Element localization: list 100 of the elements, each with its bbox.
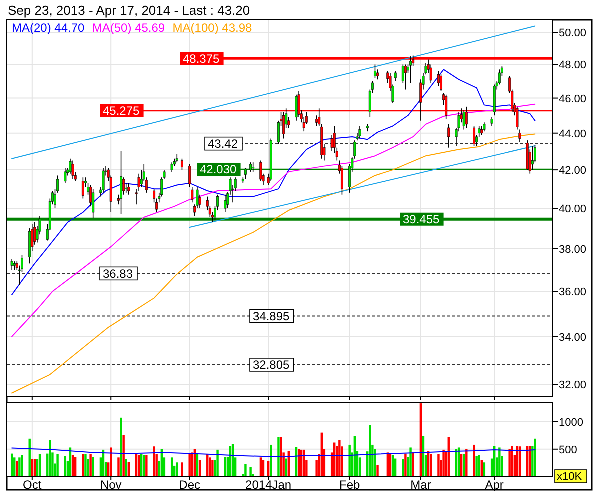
bar [120, 418, 122, 477]
bar [285, 458, 288, 477]
bar [244, 464, 247, 477]
x-tick-label: Apr [485, 478, 504, 492]
line-series [12, 448, 536, 458]
candlestick [260, 160, 262, 182]
x-tick-label: Nov [100, 478, 122, 492]
text: MA(50) 45.69 [92, 21, 166, 35]
bar [374, 449, 376, 477]
y-tick-label: 34.00 [559, 332, 587, 344]
bar [209, 458, 212, 477]
candlestick [72, 160, 74, 180]
bar [56, 454, 59, 477]
ref-line-label: 34.895 [253, 309, 290, 324]
text: MA(20) 44.70 [12, 21, 86, 35]
candlestick [374, 64, 376, 78]
bar [404, 454, 407, 477]
bar [146, 455, 148, 477]
bar [376, 465, 379, 477]
bar [476, 456, 478, 477]
bar [212, 460, 214, 477]
x-tick-label: 2014Jan [246, 478, 292, 492]
y-tick-label: 38.00 [559, 244, 587, 256]
bar [181, 462, 184, 477]
y-tick-label: 42.00 [559, 165, 587, 178]
bar [442, 450, 445, 477]
y-axis-title: x10K [557, 471, 583, 483]
candlestick [430, 64, 432, 84]
candlestick [10, 259, 14, 270]
bar [216, 450, 219, 477]
bar [473, 444, 476, 477]
candlestick [180, 158, 184, 170]
x-tick-label: Feb [339, 478, 360, 492]
bar [82, 454, 84, 477]
x-tick-label: Mar [410, 478, 432, 492]
ref-line-label: 39.455 [403, 212, 440, 227]
text: MA(100) 43.98 [172, 21, 253, 35]
y-tick-label: 48.00 [559, 60, 587, 72]
bar [92, 457, 94, 477]
y-tick-label: 36.00 [559, 286, 587, 299]
ref-line-label: 36.83 [103, 266, 134, 281]
candlestick [410, 56, 412, 84]
chart-title: Sep 23, 2013 - Apr 17, 2014 - Last : 43.20 [8, 3, 250, 18]
candlestick [358, 126, 362, 140]
candlestick [120, 151, 123, 215]
candlestick [376, 69, 380, 80]
x-tick-label: Oct [23, 478, 42, 492]
candlestick [244, 168, 247, 180]
y-tick-label: 44.00 [559, 128, 587, 140]
bar [278, 437, 280, 477]
line-series [12, 134, 536, 394]
candlestick [170, 162, 174, 172]
bar [21, 455, 24, 477]
bar [90, 454, 92, 477]
y-tick-label: 1000 [559, 416, 584, 429]
bar [122, 435, 125, 477]
candlestick [125, 182, 128, 194]
candlestick [252, 162, 255, 172]
bar [118, 458, 120, 477]
candlestick [64, 168, 67, 184]
candlestick [531, 146, 534, 170]
bar [369, 425, 372, 477]
candlestick [122, 177, 126, 196]
line-series [12, 69, 536, 296]
bar [49, 440, 52, 477]
bar [466, 449, 468, 477]
candlestick [440, 74, 443, 92]
candlestick [224, 194, 227, 213]
y-tick-label: 50.00 [559, 28, 587, 40]
bar [18, 458, 21, 477]
candlestick [518, 129, 522, 143]
candlestick [462, 110, 466, 130]
candlestick [102, 168, 105, 194]
bar [498, 448, 501, 477]
ref-line-label: 32.805 [253, 358, 290, 372]
bar [250, 467, 252, 477]
ref-line-label: 43.42 [208, 137, 238, 152]
bar [402, 459, 404, 477]
bar [84, 454, 87, 477]
ref-line-label: 48.375 [183, 52, 220, 66]
bar [534, 438, 536, 477]
candlestick [316, 115, 318, 127]
bar [438, 454, 440, 477]
bar [410, 448, 412, 477]
candlestick [128, 182, 130, 196]
bar [412, 452, 414, 477]
bar [188, 454, 191, 477]
y-tick-label: 46.00 [559, 93, 587, 106]
bar [338, 440, 341, 477]
y-tick-label: 40.00 [559, 204, 587, 216]
bar [508, 449, 511, 477]
bar [153, 446, 156, 477]
x-tick-label: Dec [179, 478, 201, 492]
candlestick [404, 64, 407, 90]
candlestick [92, 188, 95, 219]
line-series [12, 104, 536, 338]
bar [348, 444, 351, 477]
y-tick-label: 32.00 [559, 380, 587, 392]
candlestick [295, 94, 298, 122]
candlestick [473, 126, 476, 146]
